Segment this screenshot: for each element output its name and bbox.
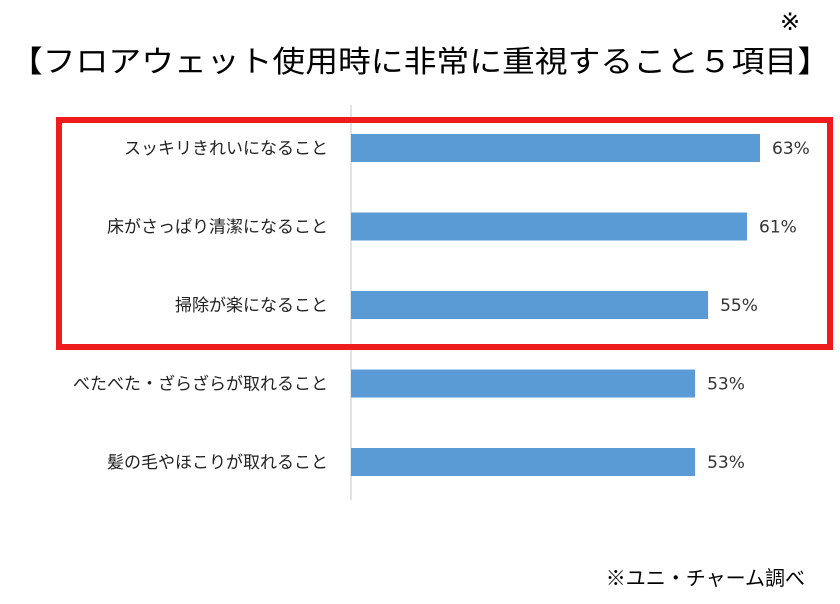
bar [351,448,696,476]
data-label: 63% [772,139,810,159]
note-mark: ※ [780,8,800,36]
bar [351,291,709,319]
source-note: ※ユニ・チャーム調べ [606,566,805,590]
category-label: べたべた・ざらざらが取れること [73,374,328,395]
plot-area: スッキリきれいになること 63% 床がさっぱり清潔になること 61% 掃除が楽になること… [56,105,833,500]
data-label: 53% [707,375,745,395]
bar [351,134,760,162]
data-label: 61% [759,218,797,238]
data-label: 55% [720,296,758,316]
data-label: 53% [707,453,745,473]
category-label: 髪の毛やほこりが取れること [107,453,328,473]
bar [351,212,748,241]
chart-title: 【フロアウェット使用時に非常に重視すること５項目】 [10,45,830,80]
category-label: 床がさっぱり清潔になること [107,218,328,238]
category-label: スッキリきれいになること [124,139,328,159]
category-label: 掃除が楽になること [175,296,328,316]
highlight-box [56,117,833,350]
bar [351,369,696,398]
